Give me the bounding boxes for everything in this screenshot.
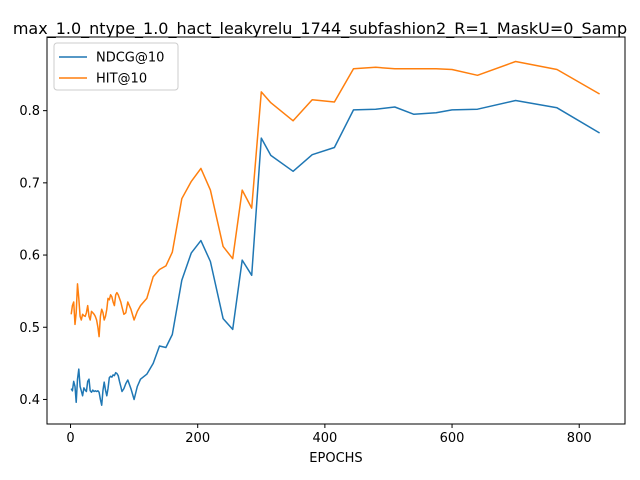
legend: NDCG@10 HIT@10 <box>53 42 179 91</box>
chart-title: max_1.0_ntype_1.0_hact_leakyrelu_1744_su… <box>13 19 627 39</box>
x-tick-label: 200 <box>185 431 210 446</box>
series-line-0 <box>70 99 600 406</box>
y-tick-label: 0.8 <box>19 104 40 119</box>
axes-frame <box>46 36 626 425</box>
plot-area <box>70 60 600 406</box>
x-axis-label: EPOCHS <box>309 451 362 466</box>
y-tick-label: 0.6 <box>19 249 40 264</box>
x-tick-label: 800 <box>567 431 592 446</box>
series-line-1 <box>70 60 600 338</box>
y-tick-label: 0.5 <box>19 321 40 336</box>
y-tick-label: 0.7 <box>19 176 40 191</box>
x-tick-label: 600 <box>440 431 465 446</box>
legend-label: HIT@10 <box>96 72 147 87</box>
x-tick-label: 0 <box>66 431 74 446</box>
x-tick-label: 400 <box>312 431 337 446</box>
legend-label: NDCG@10 <box>96 51 164 66</box>
y-tick-label: 0.4 <box>19 393 40 408</box>
axis-ticks: 0 200 400 600 800 0.4 0.5 0.6 0.7 0.8 <box>19 104 591 446</box>
